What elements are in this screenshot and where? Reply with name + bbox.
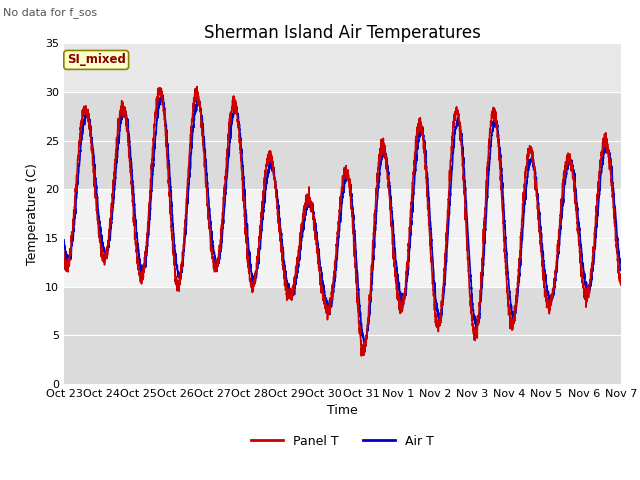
Text: SI_mixed: SI_mixed: [67, 53, 125, 66]
Panel T: [193, 84, 201, 89]
Line: Air T: Air T: [64, 95, 621, 346]
Air T: [617, 268, 625, 274]
Panel T: [617, 281, 625, 287]
Air T: [216, 255, 223, 261]
Air T: [564, 159, 572, 165]
X-axis label: Time: Time: [327, 405, 358, 418]
Line: Panel T: Panel T: [64, 86, 621, 356]
Text: No data for f_sos: No data for f_sos: [3, 7, 97, 18]
Air T: [362, 343, 370, 349]
Air T: [159, 92, 166, 98]
Bar: [64, 92, 621, 189]
Panel T: [397, 300, 404, 305]
Panel T: [564, 155, 572, 161]
Panel T: [617, 282, 625, 288]
Air T: [180, 252, 188, 258]
Air T: [407, 229, 415, 235]
Panel T: [179, 246, 187, 252]
Y-axis label: Temperature (C): Temperature (C): [26, 163, 40, 264]
Air T: [60, 237, 68, 243]
Panel T: [407, 206, 415, 212]
Panel T: [358, 353, 365, 359]
Bar: [64, 189, 621, 287]
Title: Sherman Island Air Temperatures: Sherman Island Air Temperatures: [204, 24, 481, 42]
Legend: Panel T, Air T: Panel T, Air T: [246, 430, 438, 453]
Panel T: [216, 249, 223, 254]
Air T: [617, 266, 625, 272]
Air T: [397, 292, 404, 298]
Panel T: [60, 249, 68, 255]
Bar: [64, 287, 621, 384]
